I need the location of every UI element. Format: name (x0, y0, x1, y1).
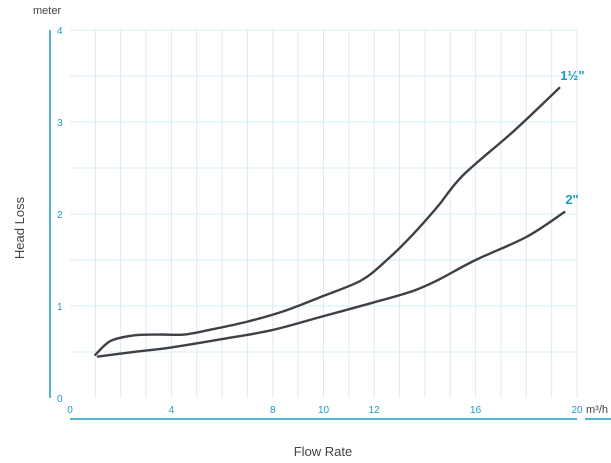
series-label-2: 2" (565, 192, 578, 207)
series-lines (94, 86, 566, 358)
y-tick-label: 4 (57, 26, 63, 37)
x-unit-label: m³/h (586, 404, 608, 416)
x-axis-title: Flow Rate (294, 444, 353, 459)
y-unit-label: meter (33, 5, 61, 17)
x-tick-label: 4 (169, 405, 175, 416)
axes (49, 30, 611, 420)
y-tick-label: 0 (57, 394, 63, 405)
series-labels: 1½" 2" (560, 68, 584, 207)
x-tick-label: 20 (571, 405, 583, 416)
x-tick-label: 12 (369, 405, 381, 416)
x-tick-label: 8 (270, 405, 276, 416)
y-tick-label: 3 (57, 118, 63, 129)
series-line-1 (94, 86, 561, 356)
series-line-2 (96, 210, 566, 358)
y-axis-title: Head Loss (12, 196, 27, 259)
x-tick-label: 0 (67, 405, 73, 416)
y-tick-label: 1 (57, 302, 63, 313)
x-tick-label: 10 (318, 405, 330, 416)
x-tick-label: 16 (470, 405, 482, 416)
grid (70, 29, 578, 398)
y-tick-label: 2 (57, 210, 63, 221)
series-label-1: 1½" (560, 68, 584, 83)
